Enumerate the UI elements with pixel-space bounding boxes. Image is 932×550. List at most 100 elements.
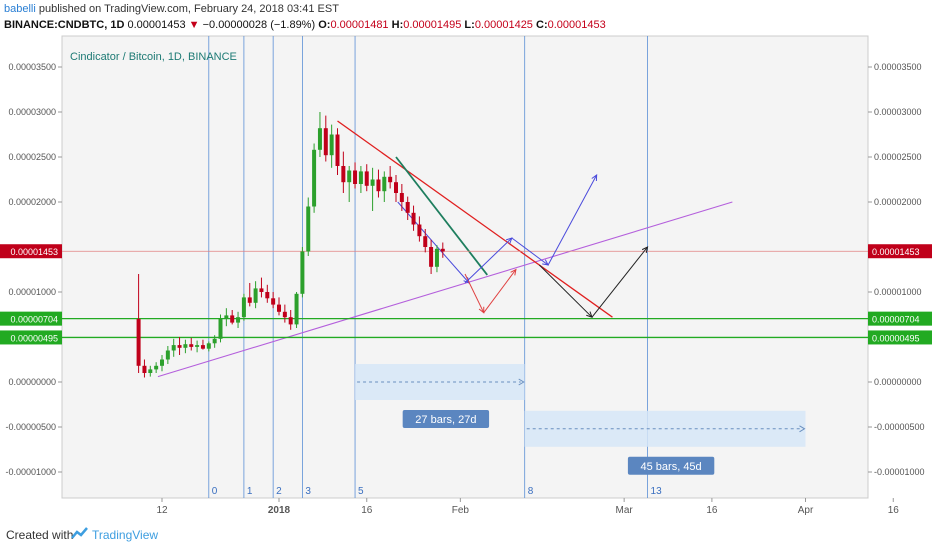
high-value: 0.00001495 bbox=[403, 19, 462, 31]
candle-body bbox=[154, 365, 159, 370]
candle-body bbox=[306, 206, 311, 252]
tradingview-logo-icon bbox=[71, 527, 88, 539]
down-arrow-icon: ▼ bbox=[188, 19, 200, 31]
candle-body bbox=[148, 369, 153, 373]
y-tick-label-left: 0.00002000 bbox=[8, 197, 56, 207]
support-tag-right-bg bbox=[868, 330, 932, 345]
teal-trendline bbox=[395, 156, 488, 276]
candle-body bbox=[160, 359, 164, 366]
last-price-tag-left: 0.00001453 bbox=[10, 247, 58, 257]
red-arrow-up-head bbox=[510, 268, 517, 276]
candle-body bbox=[253, 288, 258, 303]
candle-body bbox=[271, 298, 276, 305]
candle-body bbox=[277, 304, 281, 312]
candle-body bbox=[177, 345, 182, 348]
tradingview-brand[interactable]: TradingView bbox=[92, 528, 159, 542]
candle-body bbox=[230, 315, 235, 323]
measure-arrow-head bbox=[518, 378, 525, 386]
candle-body bbox=[183, 344, 188, 348]
candle-body bbox=[370, 179, 375, 186]
candle-body bbox=[394, 182, 398, 193]
close-label: C: bbox=[536, 19, 548, 31]
y-tick-label-left: 0.00000000 bbox=[8, 377, 56, 387]
open-value: 0.00001481 bbox=[330, 19, 389, 31]
measure-box bbox=[355, 364, 525, 400]
candle-body bbox=[317, 128, 322, 150]
candle-body bbox=[417, 224, 422, 237]
candle-body bbox=[189, 344, 194, 347]
chart-title: Cindicator / Bitcoin, 1D, BINANCE bbox=[70, 51, 237, 63]
candle-body bbox=[212, 338, 217, 344]
candle-body bbox=[405, 202, 410, 213]
candle-body bbox=[364, 171, 369, 186]
created-with-text: Created with bbox=[6, 528, 74, 542]
candle-body bbox=[382, 176, 387, 192]
candle-body bbox=[259, 288, 264, 292]
author-link[interactable]: babelli bbox=[4, 3, 36, 15]
last-price-tag-right-bg bbox=[868, 244, 932, 259]
candle-body bbox=[236, 317, 241, 323]
y-tick-label-left: -0.00001000 bbox=[5, 467, 56, 477]
footer: Created with TradingView bbox=[0, 518, 932, 550]
candle-body bbox=[411, 212, 416, 225]
time-zone-label: 5 bbox=[358, 486, 364, 497]
candle-body bbox=[165, 350, 170, 360]
support-tag-right: 0.00000704 bbox=[872, 315, 920, 325]
support-tag-left: 0.00000704 bbox=[10, 315, 58, 325]
y-tick-label-right: 0.00003500 bbox=[874, 62, 922, 72]
measure-label: 45 bars, 45d bbox=[641, 461, 702, 473]
x-tick-label: 2018 bbox=[268, 505, 291, 516]
support-tag-left-bg bbox=[0, 311, 62, 326]
candle-body bbox=[218, 319, 223, 339]
candle-body bbox=[288, 317, 293, 325]
candle-body bbox=[294, 293, 299, 325]
candle-body bbox=[376, 179, 381, 192]
y-tick-label-right: 0.00002500 bbox=[874, 152, 922, 162]
ohlc-bar: BINANCE:CNDBTC, 1D 0.00001453 ▼ −0.00000… bbox=[4, 19, 606, 31]
y-tick-label-right: 0.00003000 bbox=[874, 107, 922, 117]
candle-body bbox=[341, 166, 346, 183]
candle-body bbox=[224, 315, 229, 319]
candle-body bbox=[347, 170, 352, 183]
blue-arrow-up-long-head bbox=[591, 173, 598, 182]
red-resistance-trendline bbox=[337, 120, 613, 318]
x-tick-label: Apr bbox=[798, 505, 814, 516]
measure-label: 27 bars, 27d bbox=[415, 414, 476, 426]
support-tag-right: 0.00000495 bbox=[872, 333, 920, 343]
last-price-tag-left-bg bbox=[0, 244, 62, 259]
x-tick-label: Feb bbox=[452, 505, 470, 516]
time-zone-label: 2 bbox=[276, 486, 282, 497]
candle-body bbox=[434, 248, 439, 267]
x-tick-label: Mar bbox=[616, 505, 634, 516]
time-zone-label: 1 bbox=[247, 486, 253, 497]
support-tag-left: 0.00000495 bbox=[10, 333, 58, 343]
candle-body bbox=[399, 193, 404, 202]
blue-arrow-up-long bbox=[547, 174, 598, 266]
time-zone-label: 0 bbox=[212, 486, 218, 497]
candle-body bbox=[358, 171, 363, 184]
blue-arrow-down-mid bbox=[511, 237, 549, 266]
candle-body bbox=[142, 365, 147, 373]
y-tick-label-right: 0.00001000 bbox=[874, 287, 922, 297]
candle-body bbox=[353, 170, 358, 184]
publish-info: babelli published on TradingView.com, Fe… bbox=[4, 3, 339, 15]
time-zone-label: 3 bbox=[305, 486, 311, 497]
candle-body bbox=[247, 297, 252, 303]
y-tick-label-right: -0.00001000 bbox=[874, 467, 925, 477]
x-tick-label: 16 bbox=[706, 505, 718, 516]
last-price: 0.00001453 bbox=[127, 19, 186, 31]
support-tag-left-bg bbox=[0, 330, 62, 345]
candle-body bbox=[300, 251, 305, 294]
black-arrow-up bbox=[591, 246, 648, 318]
measure-arrow-head bbox=[799, 425, 806, 433]
y-tick-label-left: 0.00002500 bbox=[8, 152, 56, 162]
close-value: 0.00001453 bbox=[547, 19, 606, 31]
time-zone-label: 13 bbox=[651, 486, 663, 497]
candle-body bbox=[429, 247, 434, 267]
candle-body bbox=[323, 128, 328, 156]
candle-body bbox=[329, 134, 334, 156]
y-tick-label-right: 0.00000000 bbox=[874, 377, 922, 387]
y-tick-label-left: 0.00001000 bbox=[8, 287, 56, 297]
measure-label-box bbox=[627, 456, 715, 475]
